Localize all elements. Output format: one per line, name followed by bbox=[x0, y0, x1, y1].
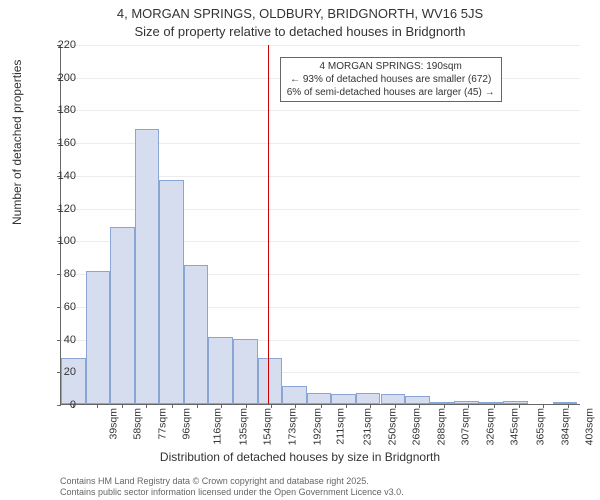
histogram-bar bbox=[233, 339, 258, 404]
histogram-bar bbox=[331, 394, 356, 404]
xtick-label: 154sqm bbox=[262, 408, 274, 445]
xtick-label: 116sqm bbox=[212, 408, 224, 445]
histogram-bar bbox=[430, 402, 455, 404]
xtick-mark bbox=[146, 404, 147, 408]
xtick-mark bbox=[197, 404, 198, 408]
xtick-label: 231sqm bbox=[361, 408, 373, 445]
annotation-line-3: 6% of semi-detached houses are larger (4… bbox=[287, 86, 495, 99]
annotation-line-1: 4 MORGAN SPRINGS: 190sqm bbox=[287, 60, 495, 73]
histogram-bar bbox=[503, 401, 528, 404]
xtick-label: 403sqm bbox=[584, 408, 596, 445]
xtick-label: 326sqm bbox=[484, 408, 496, 445]
attribution-line-2: Contains public sector information licen… bbox=[60, 487, 404, 498]
xtick-label: 192sqm bbox=[311, 408, 323, 445]
xtick-mark bbox=[97, 404, 98, 408]
xtick-label: 39sqm bbox=[107, 408, 119, 440]
attribution-line-1: Contains HM Land Registry data © Crown c… bbox=[60, 476, 404, 487]
ytick-label: 140 bbox=[36, 170, 76, 182]
histogram-bar bbox=[381, 394, 406, 404]
xtick-label: 211sqm bbox=[335, 408, 347, 445]
chart-title-sub: Size of property relative to detached ho… bbox=[0, 24, 600, 39]
ytick-label: 40 bbox=[36, 334, 76, 346]
ytick-label: 220 bbox=[36, 39, 76, 51]
xtick-mark bbox=[172, 404, 173, 408]
reference-line bbox=[268, 45, 269, 404]
histogram-bar bbox=[208, 337, 233, 404]
ytick-label: 160 bbox=[36, 137, 76, 149]
histogram-bar bbox=[553, 402, 578, 404]
xtick-label: 58sqm bbox=[132, 408, 144, 440]
xtick-label: 96sqm bbox=[181, 408, 193, 440]
xtick-label: 77sqm bbox=[156, 408, 168, 440]
histogram-bar bbox=[86, 271, 111, 404]
ytick-label: 100 bbox=[36, 235, 76, 247]
xtick-label: 173sqm bbox=[286, 408, 298, 445]
histogram-bar bbox=[454, 401, 479, 404]
ytick-label: 120 bbox=[36, 203, 76, 215]
attribution-text: Contains HM Land Registry data © Crown c… bbox=[60, 476, 404, 498]
ytick-label: 20 bbox=[36, 366, 76, 378]
histogram-bar bbox=[184, 265, 209, 404]
gridline bbox=[61, 45, 580, 46]
xtick-label: 250sqm bbox=[386, 408, 398, 445]
xtick-label: 345sqm bbox=[509, 408, 521, 445]
histogram-bar bbox=[356, 393, 381, 404]
xtick-label: 288sqm bbox=[435, 408, 447, 445]
xtick-mark bbox=[122, 404, 123, 408]
histogram-bar bbox=[479, 402, 504, 404]
histogram-bar bbox=[159, 180, 184, 404]
gridline bbox=[61, 110, 580, 111]
ytick-label: 80 bbox=[36, 268, 76, 280]
xtick-label: 269sqm bbox=[411, 408, 423, 445]
plot-area: 4 MORGAN SPRINGS: 190sqm← 93% of detache… bbox=[60, 45, 580, 405]
histogram-bar bbox=[258, 358, 283, 404]
xtick-label: 307sqm bbox=[460, 408, 472, 445]
ytick-label: 60 bbox=[36, 301, 76, 313]
histogram-bar bbox=[61, 358, 86, 404]
histogram-bar bbox=[405, 396, 430, 404]
ytick-label: 200 bbox=[36, 72, 76, 84]
y-axis-label: Number of detached properties bbox=[10, 60, 24, 225]
chart-title-main: 4, MORGAN SPRINGS, OLDBURY, BRIDGNORTH, … bbox=[0, 6, 600, 21]
histogram-bar bbox=[110, 227, 135, 404]
ytick-label: 180 bbox=[36, 104, 76, 116]
xtick-label: 365sqm bbox=[535, 408, 547, 445]
x-axis-label: Distribution of detached houses by size … bbox=[0, 450, 600, 464]
histogram-chart: 4, MORGAN SPRINGS, OLDBURY, BRIDGNORTH, … bbox=[0, 0, 600, 500]
histogram-bar bbox=[135, 129, 160, 404]
histogram-bar bbox=[307, 393, 332, 404]
xtick-label: 384sqm bbox=[559, 408, 571, 445]
annotation-line-2: ← 93% of detached houses are smaller (67… bbox=[287, 73, 495, 86]
ytick-label: 0 bbox=[36, 399, 76, 411]
xtick-label: 135sqm bbox=[237, 408, 249, 445]
histogram-bar bbox=[282, 386, 307, 404]
annotation-box: 4 MORGAN SPRINGS: 190sqm← 93% of detache… bbox=[280, 57, 502, 102]
